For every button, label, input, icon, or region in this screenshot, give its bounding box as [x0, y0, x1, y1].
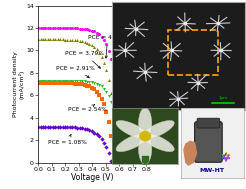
Text: PCE = 3.79%: PCE = 3.79% [65, 51, 104, 68]
Y-axis label: Photocurrent density
(mA/cm²): Photocurrent density (mA/cm²) [13, 51, 25, 117]
Text: PCE = 1.08%: PCE = 1.08% [48, 134, 87, 145]
FancyBboxPatch shape [197, 118, 220, 128]
Polygon shape [141, 133, 174, 152]
Text: PCE = 2.54%: PCE = 2.54% [68, 105, 107, 112]
Polygon shape [116, 121, 149, 139]
Polygon shape [116, 133, 149, 152]
Text: PCE = 4.12%: PCE = 4.12% [88, 35, 127, 58]
Text: 1μm: 1μm [218, 96, 228, 100]
Polygon shape [138, 133, 152, 164]
Text: PCE = 2.91%: PCE = 2.91% [56, 66, 95, 78]
Polygon shape [138, 108, 152, 139]
FancyBboxPatch shape [195, 122, 222, 162]
Circle shape [140, 132, 151, 141]
Text: MW-HT: MW-HT [200, 168, 225, 173]
X-axis label: Voltage (V): Voltage (V) [71, 173, 113, 182]
Polygon shape [184, 141, 197, 165]
Polygon shape [141, 121, 174, 139]
